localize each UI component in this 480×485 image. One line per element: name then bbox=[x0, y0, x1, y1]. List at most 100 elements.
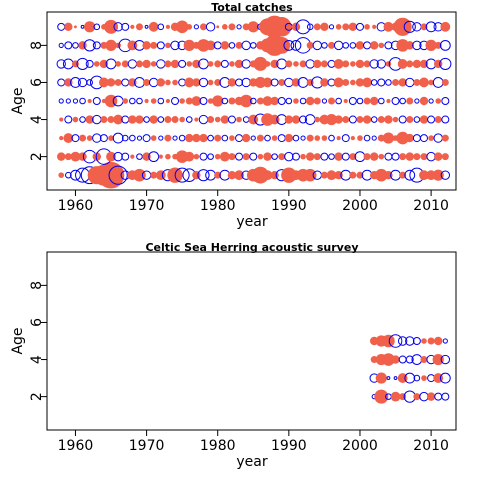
bubble-negative bbox=[64, 115, 73, 124]
bubble-positive bbox=[142, 41, 151, 50]
bubble-positive bbox=[186, 61, 193, 67]
bubble-positive bbox=[165, 153, 171, 160]
bubble-positive bbox=[247, 21, 259, 33]
bubble-positive bbox=[70, 151, 81, 162]
bubble-positive bbox=[320, 22, 329, 32]
bubble-negative bbox=[388, 334, 403, 348]
bubble-positive bbox=[207, 79, 214, 86]
bubble-negative bbox=[295, 19, 311, 35]
bubble-negative bbox=[108, 165, 128, 185]
panel-2-y-label: Age bbox=[10, 327, 26, 354]
bubble-positive bbox=[364, 24, 370, 30]
bubble-negative bbox=[403, 20, 416, 33]
bubble-negative bbox=[427, 115, 436, 124]
bubble-negative bbox=[158, 135, 164, 141]
bubble-positive bbox=[86, 135, 93, 141]
bubble-positive bbox=[194, 117, 199, 122]
bubble-negative bbox=[342, 42, 350, 49]
x-tick-label: 2000 bbox=[342, 198, 378, 214]
bubble-positive bbox=[426, 392, 436, 401]
bubble-negative bbox=[290, 39, 302, 51]
bubble-negative bbox=[300, 135, 306, 141]
bubble-negative bbox=[414, 98, 420, 104]
bubble-negative bbox=[321, 42, 328, 49]
bubble-positive bbox=[64, 22, 73, 32]
bubble-negative bbox=[113, 151, 123, 162]
bubble-positive bbox=[156, 78, 166, 87]
y-tick-label: 2 bbox=[29, 392, 45, 401]
bubble-positive bbox=[370, 96, 379, 106]
bubble-positive bbox=[270, 59, 279, 69]
bubble-negative bbox=[127, 59, 138, 69]
bubble-negative bbox=[92, 133, 102, 143]
bubble-positive bbox=[256, 134, 264, 142]
bubble-positive bbox=[413, 393, 421, 401]
bubble-positive bbox=[285, 60, 293, 68]
bubble-positive bbox=[262, 96, 273, 106]
bubble-positive bbox=[229, 61, 235, 67]
bubble-positive bbox=[228, 97, 236, 105]
bubble-positive bbox=[314, 135, 321, 141]
bubble-positive bbox=[214, 60, 222, 68]
bubble-negative bbox=[121, 78, 130, 87]
bubble-positive bbox=[406, 60, 414, 68]
bubble-negative bbox=[370, 79, 378, 86]
bubble-positive bbox=[441, 153, 449, 161]
bubble-positive bbox=[179, 98, 185, 104]
bubble-negative bbox=[236, 24, 242, 30]
bubble-negative bbox=[136, 153, 143, 160]
panel-1-bubbles bbox=[56, 15, 452, 189]
bubble-negative bbox=[348, 115, 357, 124]
bubble-positive bbox=[133, 168, 146, 182]
bubble-positive bbox=[355, 78, 365, 87]
bubble-negative bbox=[207, 134, 214, 142]
bubble-positive bbox=[72, 116, 79, 123]
bubble-positive bbox=[59, 135, 64, 141]
bubble-positive bbox=[264, 61, 271, 67]
bubble-positive bbox=[385, 61, 392, 67]
bubble-positive bbox=[428, 79, 434, 86]
bubble-positive bbox=[355, 41, 365, 50]
bubble-negative bbox=[112, 132, 124, 144]
bubble-negative bbox=[399, 97, 406, 105]
bubble-negative bbox=[354, 151, 366, 163]
bubble-positive bbox=[350, 79, 356, 86]
y-tick-label: 8 bbox=[29, 41, 45, 50]
bubble-negative bbox=[391, 97, 400, 105]
bubble-negative bbox=[235, 134, 244, 143]
bubble-positive bbox=[333, 59, 344, 69]
bubble-positive bbox=[313, 23, 321, 31]
bubble-positive bbox=[121, 60, 129, 68]
bubble-positive bbox=[334, 152, 343, 161]
bubble-positive bbox=[435, 98, 442, 104]
bubble-negative bbox=[235, 78, 244, 87]
bubble-negative bbox=[70, 169, 81, 181]
bubble-negative bbox=[121, 134, 129, 142]
panel-2-frame bbox=[46, 251, 457, 431]
bubble-negative bbox=[241, 40, 251, 51]
bubble-positive bbox=[421, 375, 427, 381]
bubble-positive bbox=[59, 117, 64, 122]
bubble-positive bbox=[335, 24, 342, 30]
bubble-positive bbox=[434, 116, 442, 124]
bubble-negative bbox=[333, 40, 344, 51]
bubble-positive bbox=[222, 24, 228, 30]
bubble-negative bbox=[405, 336, 415, 346]
bubble-positive bbox=[248, 114, 259, 125]
bubble-positive bbox=[328, 97, 336, 105]
bubble-positive bbox=[58, 172, 65, 178]
panel-1-frame bbox=[46, 11, 457, 191]
bubble-negative bbox=[227, 115, 236, 124]
bubble-positive bbox=[293, 61, 299, 67]
bubble-positive bbox=[420, 23, 428, 31]
bubble-positive bbox=[128, 78, 137, 87]
bubble-positive bbox=[148, 21, 159, 32]
bubble-negative bbox=[370, 116, 378, 123]
bubble-positive bbox=[392, 116, 399, 123]
bubble-positive bbox=[273, 36, 291, 54]
bubble-negative bbox=[442, 338, 448, 344]
bubble-positive bbox=[399, 153, 407, 161]
bubble-positive bbox=[79, 134, 87, 142]
bubble-positive bbox=[374, 389, 389, 404]
bubble-positive bbox=[398, 78, 407, 87]
